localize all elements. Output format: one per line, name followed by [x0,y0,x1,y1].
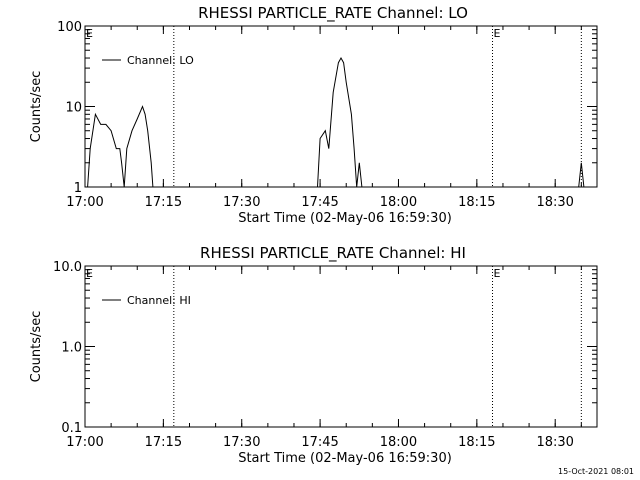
panel-1-frame [84,25,598,188]
panel-2-title: RHESSI PARTICLE_RATE Channel: HI [200,244,466,263]
panel-1-y-tick-label: 1 [74,181,82,196]
footer-timestamp: 15-Oct-2021 08:01 [558,467,634,476]
panel-1-y-axis-label: Counts/sec [29,71,44,143]
panel-1-series-line [87,105,154,188]
panel-1-x-tick-label: 18:00 [380,195,417,210]
panel-1-title: RHESSI PARTICLE_RATE Channel: LO [198,4,468,23]
panel-1-start-marker-label: E [86,27,93,40]
panel-1-x-tick-label: 17:15 [145,195,182,210]
panel-2-y-tick-label: 10.0 [53,260,82,275]
panel-2-x-tick-label: 18:00 [380,435,417,450]
panel-1-series-line [317,56,363,188]
panel-2-x-tick-label: 17:00 [66,435,103,450]
panel-2-x-tick-label: 18:30 [536,435,573,450]
panel-2-y-tick-label: 1.0 [61,341,82,356]
panel-1-marker-label: E [494,27,501,40]
panel-2-x-tick-label: 17:15 [145,435,182,450]
panel-1-x-tick-label: 17:30 [223,195,260,210]
panel-1-x-tick-label: 17:45 [301,195,338,210]
panel-2-y-tick-label: 0.1 [61,421,82,436]
panel-2-marker-label: E [494,267,501,280]
panel-2-start-marker-label: E [86,267,93,280]
panel-2-y-axis-label: Counts/sec [29,311,44,383]
panel-1-y-tick-label: 10 [65,101,82,116]
panel-1-x-tick-label: 18:15 [458,195,495,210]
panel-2-x-axis-label: Start Time (02-May-06 16:59:30) [238,451,452,466]
panel-2-legend-entry: Channel: HI [127,294,191,307]
panel-1-x-axis-label: Start Time (02-May-06 16:59:30) [238,211,452,226]
panel-2-x-tick-label: 18:15 [458,435,495,450]
panel-2-x-tick-label: 17:45 [301,435,338,450]
panel-1-series-line [578,162,585,188]
panel-1-x-tick-label: 18:30 [536,195,573,210]
panel-1-x-tick-label: 17:00 [66,195,103,210]
panel-1-legend-entry: Channel: LO [127,54,194,67]
panel-2-frame [84,265,598,428]
panel-2-x-tick-label: 17:30 [223,435,260,450]
panel-1-y-tick-label: 100 [57,20,82,35]
